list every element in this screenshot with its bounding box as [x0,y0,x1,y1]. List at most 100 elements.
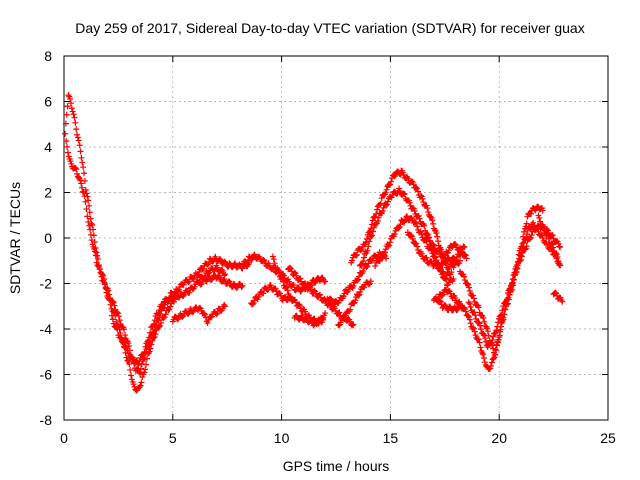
data-point [503,296,510,303]
data-point [479,349,486,356]
y-tick-label: 2 [44,185,52,201]
data-point [138,379,145,386]
data-point [134,361,141,368]
data-point [419,195,426,202]
data-point [352,297,359,304]
data-point [517,257,524,264]
data-point [83,206,90,213]
x-tick-label: 20 [491,430,507,446]
data-point [461,273,468,280]
data-point [484,325,491,332]
data-point [410,181,417,188]
data-point [408,233,415,240]
data-point [387,239,394,246]
data-point [160,314,167,321]
data-point [271,260,278,267]
data-point [439,261,446,268]
data-point [499,307,506,314]
data-point [147,329,154,336]
data-point [476,339,483,346]
data-point [538,204,545,211]
data-point [162,311,169,318]
y-tick-label: -4 [40,321,53,337]
data-point [136,358,143,365]
data-point [387,181,394,188]
data-point [283,284,290,291]
data-point [430,220,437,227]
data-point [307,317,314,324]
data-point [471,328,478,335]
data-point [431,253,438,260]
data-point [287,294,294,301]
data-point [433,294,440,301]
data-point [127,366,134,373]
data-point [372,263,379,270]
data-point [429,217,436,224]
data-point [78,180,85,187]
data-point [270,256,277,263]
data-point [67,158,74,165]
data-point [409,236,416,243]
data-point [413,220,420,227]
data-point [480,330,487,337]
data-point [403,213,410,220]
data-point [442,302,449,309]
data-point [482,335,489,342]
data-point [260,256,267,263]
data-point [427,214,434,221]
data-point [418,250,425,257]
data-point [290,282,297,289]
data-point [251,251,258,258]
data-point [481,332,488,339]
data-point [119,336,126,343]
satellite-track [169,301,229,327]
data-point [144,338,151,345]
data-point [518,243,525,250]
data-point [288,268,295,275]
data-point [108,312,115,319]
data-point [555,240,562,247]
data-point [191,283,198,290]
satellite-track [372,213,457,289]
data-point [114,326,121,333]
data-point [369,232,376,239]
data-point [541,227,548,234]
data-point [517,256,524,263]
data-point [301,280,308,287]
data-point [415,212,422,219]
data-point [432,254,439,261]
data-point [316,291,323,298]
data-point [482,338,489,345]
data-point [249,301,256,308]
data-point [341,316,348,323]
data-point [78,154,85,161]
satellite-track [433,294,466,314]
x-tick-label: 15 [383,430,399,446]
data-point [179,313,186,320]
data-point [301,308,308,315]
data-point [121,332,128,339]
data-point [495,336,502,343]
axis-ticks: 0 5 10 15 20 25 -8 -6 -4 -2 0 2 4 6 8 [40,48,616,446]
data-point [214,310,221,317]
data-point [189,309,196,316]
data-point [143,361,150,368]
data-point [452,240,459,247]
data-point [385,243,392,250]
data-point [513,266,520,273]
data-point [426,237,433,244]
data-point [80,189,87,196]
data-point [492,346,499,353]
data-point [520,239,527,246]
data-point [384,198,391,205]
data-point [200,265,207,272]
data-point [364,247,371,254]
data-point [477,344,484,351]
data-point [239,263,246,270]
satellite-track [269,253,294,301]
data-point [488,359,495,366]
data-point [366,238,373,245]
data-point [412,240,419,246]
data-point [73,126,80,133]
data-point [391,231,398,238]
